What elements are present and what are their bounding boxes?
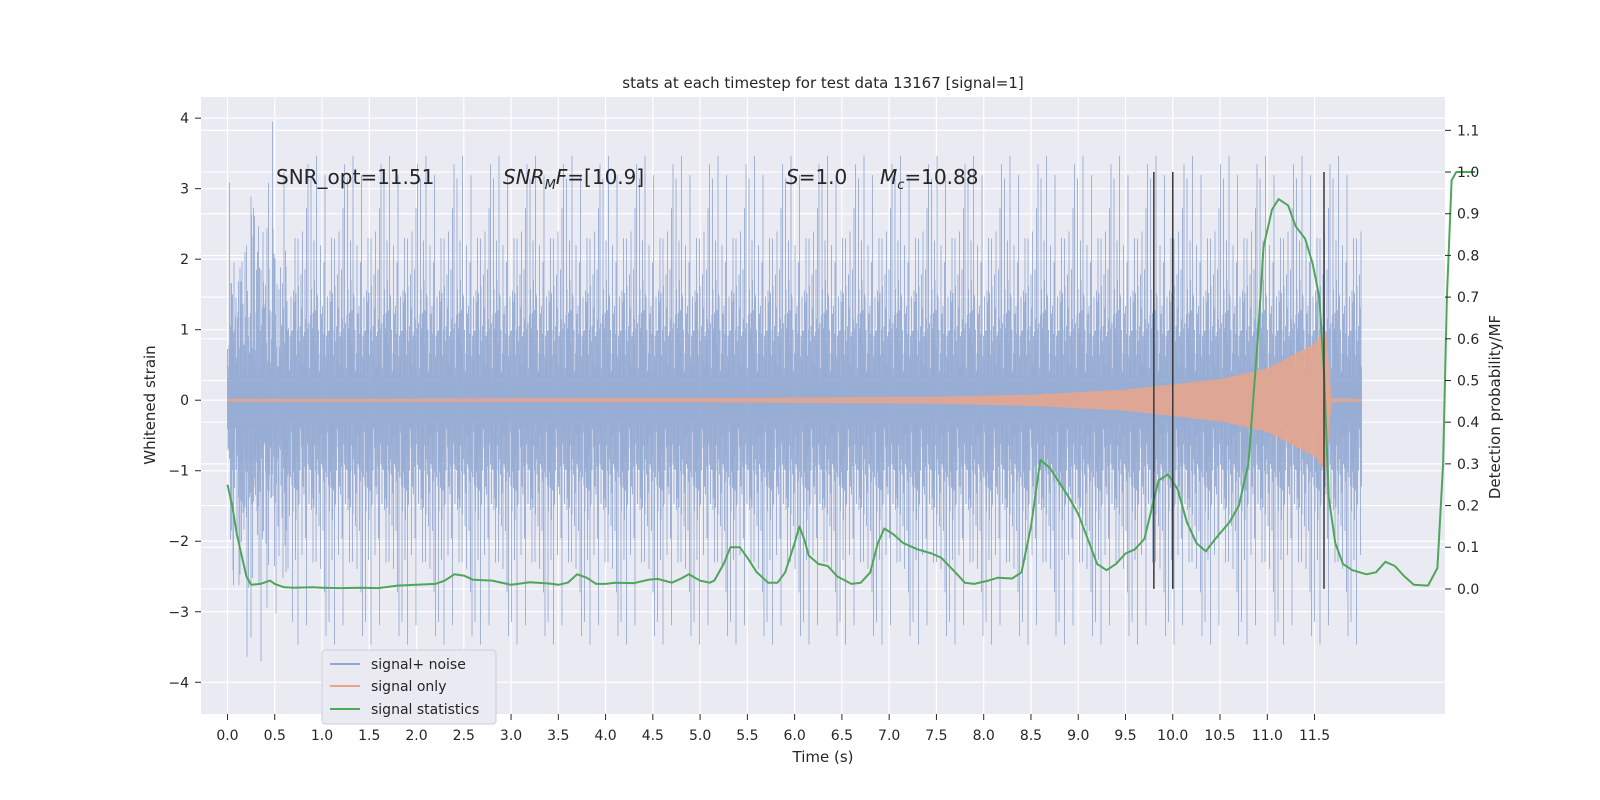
x-tick-label: 7.5 [925, 728, 947, 744]
y-left-tick-label: 2 [180, 252, 189, 268]
x-tick-label: 2.0 [405, 728, 427, 744]
x-tick-label: 1.5 [358, 728, 380, 744]
y-left-tick-label: −3 [168, 605, 189, 621]
annotation-snr-mf: SNRMF=[10.9] [503, 165, 644, 193]
x-tick-label: 5.5 [736, 728, 758, 744]
x-tick-label: 10.5 [1204, 728, 1235, 744]
x-tick-label: 11.5 [1299, 728, 1330, 744]
chart-title: stats at each timestep for test data 131… [622, 74, 1023, 92]
y-right-tick-label: 0.4 [1457, 415, 1479, 431]
noise-series [227, 121, 1362, 662]
x-tick-label: 0.0 [216, 728, 238, 744]
x-tick-label: 2.5 [453, 728, 475, 744]
x-axis-label: Time (s) [792, 748, 854, 766]
statistics-line [226, 171, 1476, 590]
y-left-tick-label: 0 [180, 393, 189, 409]
x-tick-label: 4.5 [642, 728, 664, 744]
signal-series [227, 329, 1362, 471]
x-tick-label: 8.5 [1020, 728, 1042, 744]
x-tick-label: 9.0 [1067, 728, 1089, 744]
annotation-s: S=1.0 [786, 165, 847, 189]
y-left-tick-label: 4 [180, 111, 189, 127]
y-left-tick-label: 3 [180, 182, 189, 198]
x-tick-label: 3.0 [500, 728, 522, 744]
y-right-tick-label: 0.8 [1457, 248, 1479, 264]
y-left-tick-label: −4 [168, 675, 189, 691]
x-tick-label: 4.0 [594, 728, 616, 744]
y-left-tick-label: −2 [168, 534, 189, 550]
y-right-tick-label: 0.1 [1457, 540, 1479, 556]
x-tick-label: 1.0 [311, 728, 333, 744]
y-left-axis-ticks: −4 −3 −2 −1 0 1 2 3 4 [168, 111, 201, 691]
legend-label-signal: signal only [371, 679, 446, 695]
statistics-series [226, 171, 1476, 590]
x-tick-label: 8.0 [973, 728, 995, 744]
x-tick-label: 3.5 [547, 728, 569, 744]
annotation-snr-mf-value: =[10.9] [567, 165, 644, 189]
y-right-axis-label: Detection probability/MF [1486, 315, 1504, 499]
y-left-tick-label: 1 [180, 323, 189, 339]
y-left-tick-label: −1 [168, 464, 189, 480]
x-tick-label: 6.0 [784, 728, 806, 744]
legend: signal+ noise signal only signal statist… [321, 649, 497, 725]
y-right-tick-label: 0.7 [1457, 290, 1479, 306]
legend-label-stat: signal statistics [371, 702, 479, 718]
y-right-tick-label: 0.2 [1457, 499, 1479, 515]
x-axis-ticks: 0.0 0.5 1.0 1.5 2.0 2.5 3.0 3.5 4.0 4.5 5.0 5.5 6.0 6… [216, 714, 1330, 744]
vertical-markers [1153, 172, 1325, 589]
x-tick-label: 5.0 [689, 728, 711, 744]
y-left-axis-label: Whitened strain [141, 345, 159, 464]
legend-label-noise: signal+ noise [371, 657, 466, 673]
noise-trace [227, 121, 1362, 662]
y-right-tick-label: 1.0 [1457, 165, 1479, 181]
legend-frame [321, 649, 497, 725]
y-right-tick-label: 1.1 [1457, 123, 1479, 139]
annotation-snr-opt: SNR_opt=11.51 [276, 165, 434, 189]
x-tick-label: 11.0 [1252, 728, 1283, 744]
y-right-tick-label: 0.5 [1457, 373, 1479, 389]
y-right-tick-label: 0.6 [1457, 332, 1479, 348]
y-right-tick-label: 0.9 [1457, 207, 1479, 223]
x-tick-label: 0.5 [264, 728, 286, 744]
annotation-s-value: =1.0 [799, 165, 848, 189]
annotation-mc: Mc=10.88 [880, 165, 978, 193]
annotation-mc-value: =10.88 [904, 165, 978, 189]
signal-envelope [227, 329, 1362, 471]
x-tick-label: 7.0 [878, 728, 900, 744]
y-right-axis-ticks: 0.0 0.1 0.2 0.3 0.4 0.5 0.6 0.7 0.8 0.9 1.0 1.1 [1445, 123, 1479, 598]
y-right-tick-label: 0.3 [1457, 457, 1479, 473]
x-tick-label: 10.0 [1157, 728, 1188, 744]
y-right-tick-label: 0.0 [1457, 582, 1479, 598]
x-tick-label: 9.5 [1114, 728, 1136, 744]
x-tick-label: 6.5 [831, 728, 853, 744]
